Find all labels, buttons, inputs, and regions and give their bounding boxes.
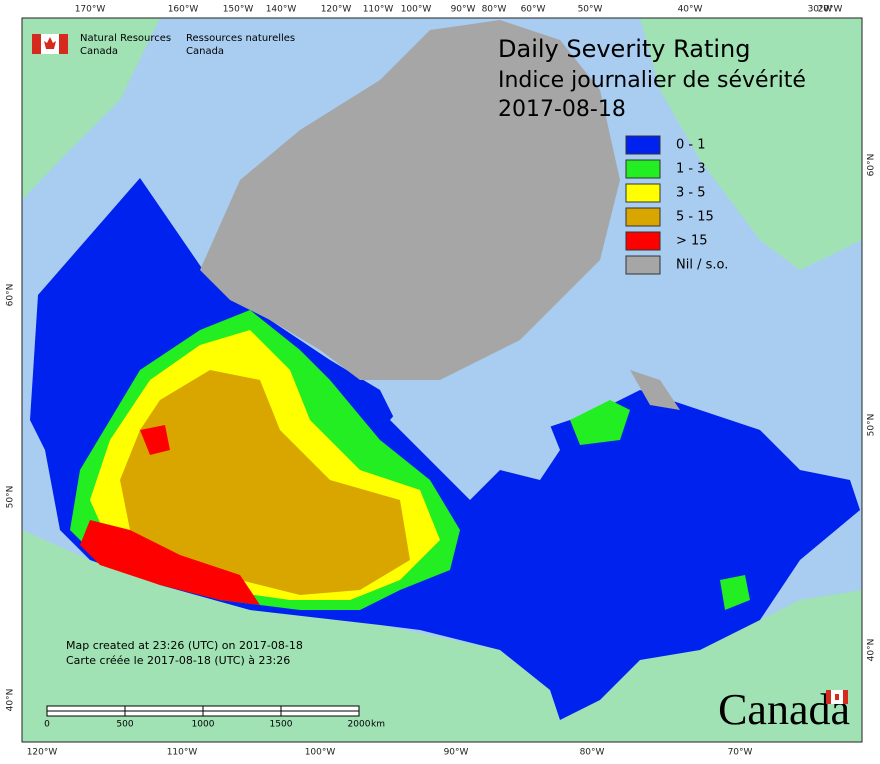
red-patch — [140, 425, 170, 455]
longitude-label: 70°W — [728, 748, 753, 758]
credit: Carte créée le 2017-08-18 (UTC) à 23:26 — [66, 654, 290, 667]
longitude-label: 20°W — [818, 5, 843, 15]
scale-segment — [46, 710, 126, 717]
wordmark-flag — [826, 690, 831, 704]
title: Daily Severity Rating — [498, 35, 750, 63]
graticule-labels: 170°W 160°W 150°W 140°W 120°W 110°W 100°W 90°W 8… — [6, 5, 877, 758]
agency-fr: Canada — [186, 46, 224, 57]
flag-leaf — [44, 37, 56, 49]
quebec-green-zone — [570, 400, 630, 445]
longitude-label: 80°W — [580, 748, 605, 758]
greenland-land — [640, 18, 862, 270]
agency-en: Canada — [80, 46, 118, 57]
scale-segment — [124, 710, 204, 717]
legend-swatch — [625, 159, 661, 179]
maritimes-green-zone — [720, 575, 750, 610]
scale-segment — [280, 705, 360, 712]
legend-label: 1 - 3 — [676, 162, 706, 177]
scale-bar: 0 500 1000 1500 2000 km — [44, 705, 385, 730]
wordmark-flag — [843, 690, 848, 704]
latitude-label: 40°N — [6, 689, 16, 712]
scale-unit: km — [371, 720, 385, 730]
latitude-label: 50°N — [867, 414, 877, 437]
longitude-label: 150°W — [223, 5, 254, 15]
longitude-label: 160°W — [168, 5, 199, 15]
title: 2017-08-18 — [498, 97, 626, 122]
longitude-label: 110°W — [167, 748, 198, 758]
scale-label: 0 — [44, 720, 50, 730]
longitude-label: 110°W — [363, 5, 394, 15]
longitude-label: 170°W — [75, 5, 106, 15]
scale-segment — [124, 705, 204, 712]
scale-segment — [202, 705, 282, 712]
longitude-label: 90°W — [444, 748, 469, 758]
labrador-nil — [630, 370, 680, 410]
legend-label: 3 - 5 — [676, 186, 706, 201]
arctic-nil — [200, 20, 620, 380]
usa-land — [22, 530, 862, 742]
hudson-bay — [390, 380, 560, 500]
longitude-label: 100°W — [401, 5, 432, 15]
latitude-label: 50°N — [6, 486, 16, 509]
legend-label: 0 - 1 — [676, 138, 706, 153]
scale-label: 2000 — [348, 720, 371, 730]
legend-label: > 15 — [676, 234, 708, 249]
flag-bar — [59, 34, 68, 54]
longitude-label: 120°W — [27, 748, 58, 758]
flag-bar — [32, 34, 41, 54]
scale-label: 1000 — [192, 720, 215, 730]
longitude-label: 100°W — [305, 748, 336, 758]
agency-en: Natural Resources — [80, 33, 171, 44]
longitude-label: 60°W — [521, 5, 546, 15]
legend-swatch — [625, 255, 661, 275]
legend-swatch — [625, 183, 661, 203]
longitude-label: 30°W — [808, 5, 833, 15]
latitude-label: 60°N — [6, 284, 16, 307]
legend-swatch — [625, 231, 661, 251]
legend-swatch — [625, 207, 661, 227]
longitude-label: 80°W — [482, 5, 507, 15]
legend-label: 5 - 15 — [676, 210, 714, 225]
latitude-label: 60°N — [867, 154, 877, 177]
credit: Map created at 23:26 (UTC) on 2017-08-18 — [66, 639, 303, 652]
legend: 0 - 1 1 - 3 3 - 5 5 - 15 > 15 Nil / s.o. — [625, 135, 728, 275]
longitude-label: 120°W — [321, 5, 352, 15]
west-orange-zone — [120, 370, 410, 595]
longitude-label: 140°W — [266, 5, 297, 15]
longitude-label: 40°W — [678, 5, 703, 15]
scale-segment — [46, 705, 126, 712]
legend-label: Nil / s.o. — [676, 258, 728, 273]
map-frame — [21, 17, 863, 743]
wordmark-flag — [835, 694, 839, 700]
scale-segment — [280, 710, 360, 717]
scale-segment — [202, 710, 282, 717]
southwest-red-zone — [80, 520, 260, 605]
scale-label: 500 — [116, 720, 133, 730]
longitude-label: 50°W — [578, 5, 603, 15]
longitude-label: 90°W — [451, 5, 476, 15]
russia-land — [22, 18, 160, 200]
latitude-label: 40°N — [867, 639, 877, 662]
title: Indice journalier de sévérité — [498, 68, 806, 93]
scale-label: 1500 — [270, 720, 293, 730]
agency-fr: Ressources naturelles — [186, 33, 295, 44]
legend-swatch — [625, 135, 661, 155]
